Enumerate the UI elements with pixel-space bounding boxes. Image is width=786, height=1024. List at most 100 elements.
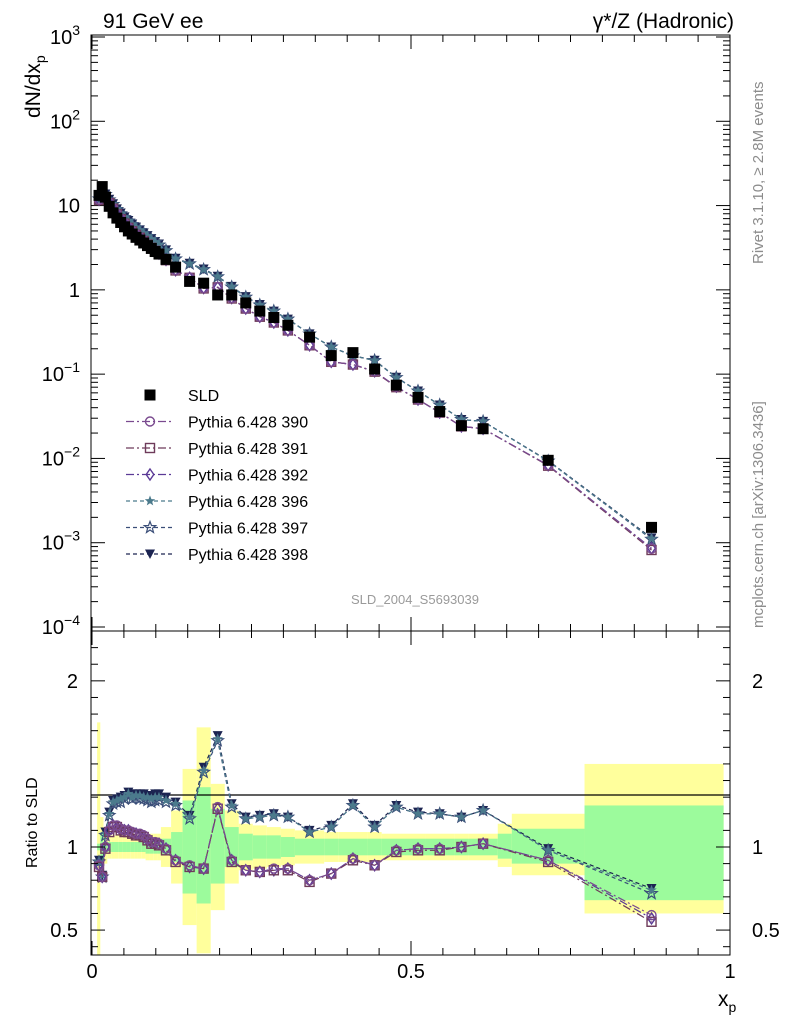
data-point <box>210 733 226 747</box>
data-point <box>326 866 336 881</box>
main-ticks <box>91 35 731 631</box>
inner-band <box>294 838 325 856</box>
data-point <box>434 843 445 854</box>
data-point <box>304 338 315 353</box>
data-point <box>456 841 467 853</box>
data-point <box>345 797 361 812</box>
rivet-version-label: Rivet 3.1.10, ≥ 2.8M events <box>750 82 767 265</box>
data-point <box>170 798 181 809</box>
data-point <box>184 258 195 268</box>
ratio-panel: 2 21 10.5 0.5 0 0.5 1 <box>50 630 780 983</box>
data-point <box>149 236 161 247</box>
data-point <box>146 793 157 804</box>
data-point <box>323 819 339 834</box>
inner-band <box>280 837 295 857</box>
data-point <box>390 379 402 391</box>
data-point <box>454 809 469 824</box>
data-point <box>138 791 149 802</box>
y-tick-label: 10−3 <box>42 528 80 555</box>
data-point <box>477 423 489 435</box>
data-point <box>282 811 294 822</box>
x-tick-label: 0 <box>86 961 97 983</box>
inner-band <box>324 838 339 856</box>
data-point <box>280 809 296 824</box>
data-point <box>391 845 402 856</box>
data-point <box>149 791 161 802</box>
data-point <box>240 291 251 302</box>
data-point <box>145 467 155 482</box>
data-point <box>198 863 209 874</box>
data-point <box>369 821 380 832</box>
data-point <box>367 352 382 367</box>
data-point <box>252 809 268 824</box>
inner-band <box>425 838 455 856</box>
data-point <box>160 843 172 854</box>
ratio-series-4 <box>93 733 657 895</box>
data-point <box>153 838 165 849</box>
legend-entry: Pythia 6.428 396 <box>126 494 308 511</box>
data-point <box>123 788 134 799</box>
data-point <box>97 871 108 883</box>
inner-band <box>367 838 382 856</box>
inner-band <box>111 842 115 852</box>
data-point <box>226 289 238 301</box>
ratio-series-layer <box>91 731 659 927</box>
data-point <box>240 813 251 824</box>
data-point <box>160 244 172 255</box>
data-point <box>184 811 195 822</box>
data-point <box>268 809 280 820</box>
data-point <box>97 870 107 884</box>
data-point <box>170 253 181 263</box>
legend-label: Pythia 6.428 390 <box>188 415 308 432</box>
inner-band <box>134 842 138 852</box>
data-point <box>153 239 165 249</box>
data-point <box>196 261 212 276</box>
y-tick-label: 10−2 <box>42 443 80 470</box>
ratio-y-tick-labels: 2 2 1 1 0.5 0.5 <box>50 671 780 942</box>
data-point <box>160 795 172 805</box>
data-point <box>196 764 212 779</box>
data-point <box>142 791 153 802</box>
data-point <box>304 331 316 343</box>
data-point <box>184 860 195 874</box>
data-point <box>412 391 424 403</box>
inner-band <box>122 842 127 852</box>
data-point <box>268 311 280 323</box>
data-point <box>104 808 115 819</box>
data-point <box>255 865 265 879</box>
data-point <box>412 385 424 396</box>
data-point <box>213 802 223 816</box>
data-point <box>93 189 105 201</box>
data-point <box>268 305 280 316</box>
data-point <box>644 885 659 900</box>
inner-band <box>126 842 131 852</box>
data-point <box>103 200 115 212</box>
data-point <box>184 860 195 871</box>
data-point <box>412 843 424 854</box>
ratio-y-tick-label: 0.5 <box>50 920 78 942</box>
data-point <box>434 808 445 819</box>
data-point <box>475 802 491 817</box>
data-point <box>325 350 337 362</box>
x-tick-label: 1 <box>724 961 735 983</box>
data-point <box>198 765 209 775</box>
data-point <box>119 825 130 836</box>
y-tick-label: 10−4 <box>42 612 80 639</box>
series-line <box>98 192 652 540</box>
data-point <box>226 281 237 292</box>
ratio-y-axis-label: Ratio to SLD <box>24 777 41 868</box>
data-point <box>254 305 266 317</box>
legend-label: Pythia 6.428 392 <box>188 468 308 485</box>
data-point <box>302 824 317 839</box>
data-point <box>304 875 315 886</box>
data-point <box>304 826 315 837</box>
ratio-y-tick-label: 1 <box>67 837 78 859</box>
y-tick-label: 103 <box>50 22 80 49</box>
data-point <box>369 355 380 365</box>
data-point <box>224 799 240 814</box>
header-right-title: γ*/Z (Hadronic) <box>593 10 734 33</box>
data-point <box>212 289 224 301</box>
data-point <box>212 733 223 744</box>
